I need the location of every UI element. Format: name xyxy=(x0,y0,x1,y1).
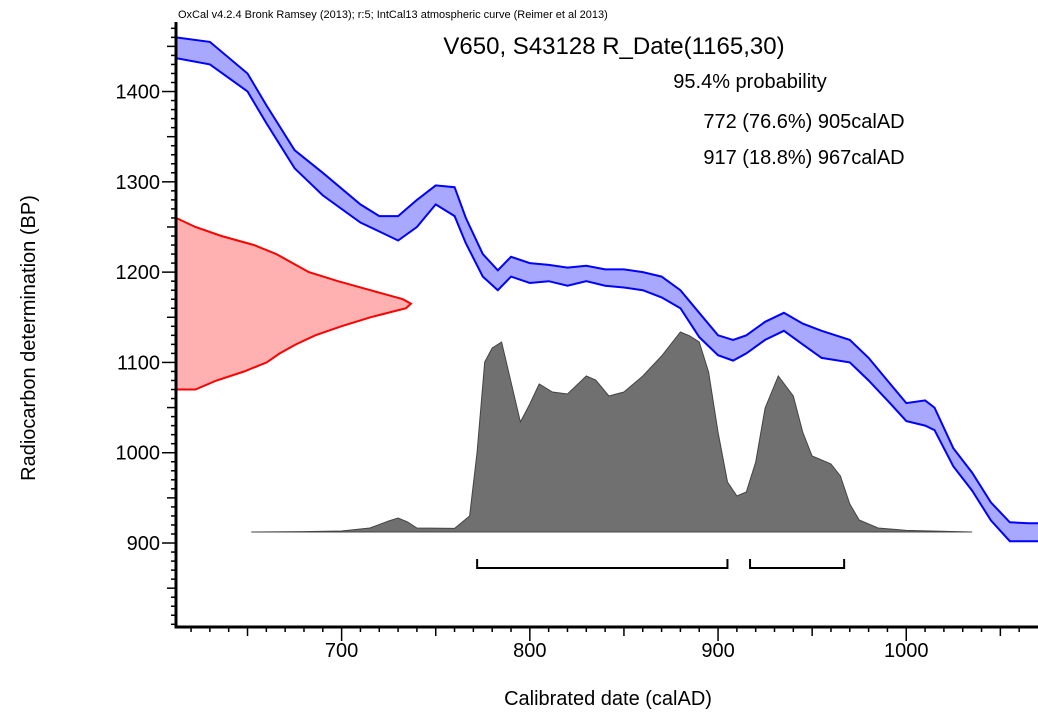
x-tick-label: 700 xyxy=(325,640,358,662)
range-bracket-1 xyxy=(476,559,729,569)
y-tick-label: 1400 xyxy=(116,82,161,104)
probability-label: 95.4% probability xyxy=(673,71,826,93)
y-axis-label: Radiocarbon determination (BP) xyxy=(18,195,40,481)
calibration-curve-upper xyxy=(175,36,1038,525)
posterior-distribution xyxy=(251,331,973,533)
y-tick-label: 900 xyxy=(127,533,160,555)
software-note: OxCal v4.2.4 Bronk Ramsey (2013); r:5; I… xyxy=(178,9,608,21)
x-tick-label: 900 xyxy=(701,640,734,662)
x-axis-label: Calibrated date (calAD) xyxy=(504,688,712,710)
y-tick-label: 1000 xyxy=(116,443,161,465)
x-tick-label: 800 xyxy=(513,640,546,662)
y-tick-label: 1300 xyxy=(116,172,161,194)
x-tick-label: 1000 xyxy=(884,640,929,662)
range-label-1: 772 (76.6%) 905calAD xyxy=(703,111,904,133)
range-label-2: 917 (18.8%) 967calAD xyxy=(703,147,904,169)
radiocarbon-distribution xyxy=(175,216,413,391)
axes-frame xyxy=(174,22,1038,629)
y-tick-label: 1100 xyxy=(117,352,160,374)
calibration-curve-lower xyxy=(175,57,1038,543)
chart-title: V650, S43128 R_Date(1165,30) xyxy=(443,33,784,60)
range-bracket-2 xyxy=(749,559,846,569)
y-tick-label: 1200 xyxy=(116,262,161,284)
